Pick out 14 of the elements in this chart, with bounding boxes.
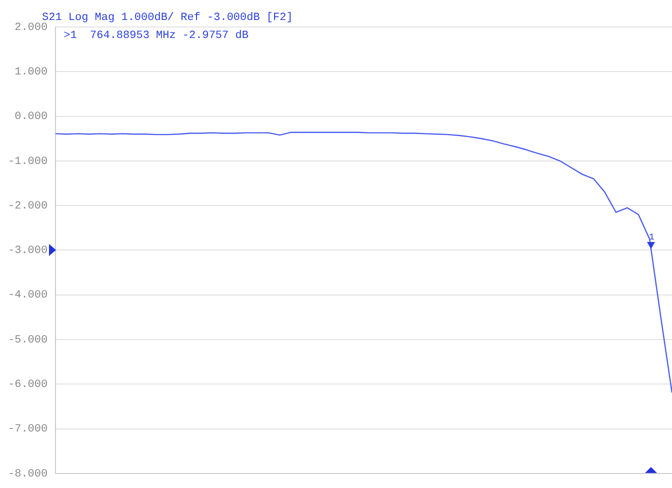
y-tick-label: 2.000 [14,22,48,34]
y-tick-label: -8.000 [8,468,48,480]
y-tick-label: -4.000 [8,290,48,302]
y-tick-label: -7.000 [8,424,48,436]
annotation: 1 [649,232,654,243]
y-tick-label: -5.000 [8,334,48,346]
y-tick-label: 1.000 [14,66,48,79]
y-tick-label: -1.000 [8,156,48,168]
chart-title: S21 Log Mag 1.000dB/ Ref -3.000dB [F2] [42,12,293,24]
y-tick-label: -6.000 [8,379,48,392]
y-tick-label: 0.000 [14,111,48,124]
y-tick-label: -3.000 [8,245,48,258]
annotation: >1 764.88953 MHz -2.9757 dB [64,30,249,42]
y-tick-label: -2.000 [8,200,48,212]
